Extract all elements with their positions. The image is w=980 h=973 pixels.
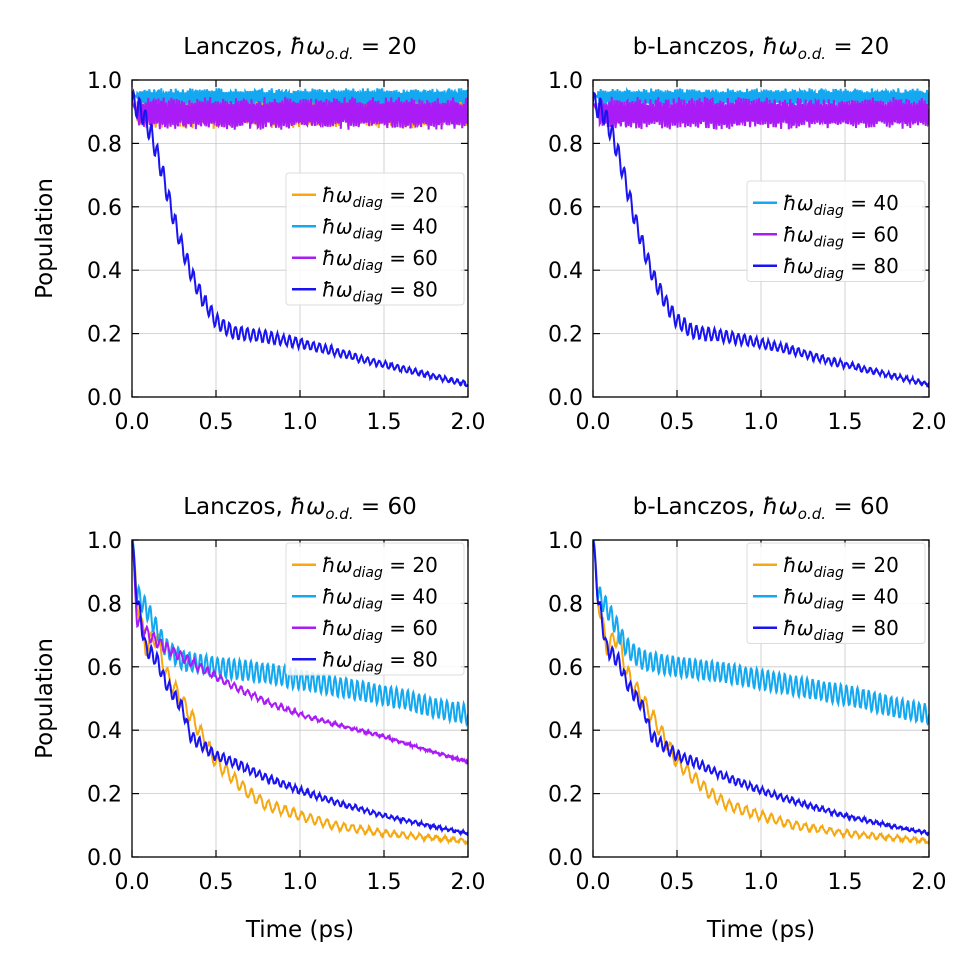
legend: ħωdiag = 20 ħωdiag = 40 ħωdiag = 80 [746,542,926,644]
legend: ħωdiag = 20 ħωdiag = 40 ħωdiag = 60 ħωdiag … [285,542,465,676]
panel-title: Lanczos, ħωo.d. = 20 [183,34,417,63]
series-line-60 [132,96,468,130]
x-axis-label: Time (ps) [706,917,815,943]
y-tick-label: 0.8 [87,592,122,617]
x-tick-label: 0.0 [115,410,150,435]
y-tick-label: 0.0 [87,846,122,871]
x-tick-label: 1.0 [283,870,318,895]
x-tick-label: 2.0 [912,870,947,895]
legend-entry-60: ħωdiag = 60 [783,222,899,250]
x-tick-label: 0.5 [660,410,695,435]
x-tick-label: 1.0 [744,410,779,435]
x-tick-label: 1.0 [744,870,779,895]
x-tick-label: 0.5 [660,870,695,895]
legend-box [285,172,465,306]
panel-title: Lanczos, ħωo.d. = 60 [183,494,417,523]
y-tick-label: 0.4 [87,719,122,744]
legend: ħωdiag = 40 ħωdiag = 60 ħωdiag = 80 [746,180,926,282]
legend-entry-60: ħωdiag = 60 [322,616,438,644]
panel-4: 0.0 0.5 1.0 1.5 2.0 0.0 0.2 0.4 0.6 0.8 1.0 b-Lancz… [548,494,947,943]
y-tick-label: 0.2 [548,783,583,808]
y-axis-label: Population [32,638,58,759]
series-line-60 [132,540,468,766]
x-tick-label: 0.0 [576,410,611,435]
x-tick-label: 0.5 [199,410,234,435]
y-tick-label: 0.8 [548,132,583,157]
legend-entry-40: ħωdiag = 40 [783,584,899,612]
x-tick-label: 1.5 [367,410,402,435]
series-line-80 [593,540,929,837]
panel-title: b-Lanczos, ħωo.d. = 20 [633,34,889,63]
legend-entry-80: ħωdiag = 80 [322,277,438,305]
y-tick-label: 1.0 [87,529,122,554]
panel-title: b-Lanczos, ħωo.d. = 60 [633,494,889,523]
x-tick-label: 0.0 [115,870,150,895]
series-line-80 [593,91,929,389]
series-line-20 [132,540,468,846]
y-tick-label: 0.0 [87,386,122,411]
series-line-20 [593,540,929,846]
y-tick-label: 1.0 [548,69,583,94]
y-tick-label: 0.6 [548,196,583,221]
panel-1: 0.0 0.5 1.0 1.5 2.0 0.0 0.2 0.4 0.6 0.8 1.0 Lanczos… [32,34,486,435]
legend-entry-20: ħωdiag = 20 [783,553,899,581]
y-tick-label: 0.4 [548,259,583,284]
legend-entry-20: ħωdiag = 20 [322,183,438,211]
y-tick-label: 0.6 [87,196,122,221]
legend-box [285,542,465,676]
panel-2: 0.0 0.5 1.0 1.5 2.0 0.0 0.2 0.4 0.6 0.8 1.0 b-Lancz… [548,34,947,435]
y-tick-label: 1.0 [87,69,122,94]
legend-entry-80: ħωdiag = 80 [322,647,438,675]
x-axis-label: Time (ps) [245,917,354,943]
x-tick-label: 1.5 [367,870,402,895]
y-axis-label: Population [32,178,58,299]
legend-entry-40: ħωdiag = 40 [322,214,438,242]
y-tick-label: 0.0 [548,386,583,411]
y-tick-label: 0.6 [87,656,122,681]
x-tick-label: 0.0 [576,870,611,895]
y-tick-label: 0.8 [87,132,122,157]
legend-entry-20: ħωdiag = 20 [322,553,438,581]
legend-box [746,180,926,282]
series-line-40 [593,540,929,726]
y-tick-label: 0.8 [548,592,583,617]
x-tick-label: 1.5 [828,410,863,435]
x-tick-label: 2.0 [451,870,486,895]
y-tick-label: 0.2 [87,783,122,808]
x-tick-label: 2.0 [912,410,947,435]
series-line-80 [132,88,468,388]
y-tick-label: 0.0 [548,846,583,871]
panel-3: 0.0 0.5 1.0 1.5 2.0 0.0 0.2 0.4 0.6 0.8 1.0 Lanczos… [32,494,486,943]
x-tick-label: 2.0 [451,410,486,435]
x-tick-label: 0.5 [199,870,234,895]
legend-entry-80: ħωdiag = 80 [783,254,899,282]
legend: ħωdiag = 20 ħωdiag = 40 ħωdiag = 60 ħωdiag … [285,172,465,306]
y-tick-label: 0.2 [87,323,122,348]
x-tick-label: 1.0 [283,410,318,435]
series-line-60 [593,96,929,130]
y-tick-label: 0.4 [548,719,583,744]
series-line-40 [132,540,468,728]
legend-entry-40: ħωdiag = 40 [783,191,899,219]
legend-entry-60: ħωdiag = 60 [322,246,438,274]
y-tick-label: 0.4 [87,259,122,284]
y-tick-label: 1.0 [548,529,583,554]
legend-box [746,542,926,644]
y-tick-label: 0.6 [548,656,583,681]
x-tick-label: 1.5 [828,870,863,895]
legend-entry-80: ħωdiag = 80 [783,616,899,644]
series-line-80 [132,540,468,837]
y-tick-label: 0.2 [548,323,583,348]
legend-entry-40: ħωdiag = 40 [322,584,438,612]
